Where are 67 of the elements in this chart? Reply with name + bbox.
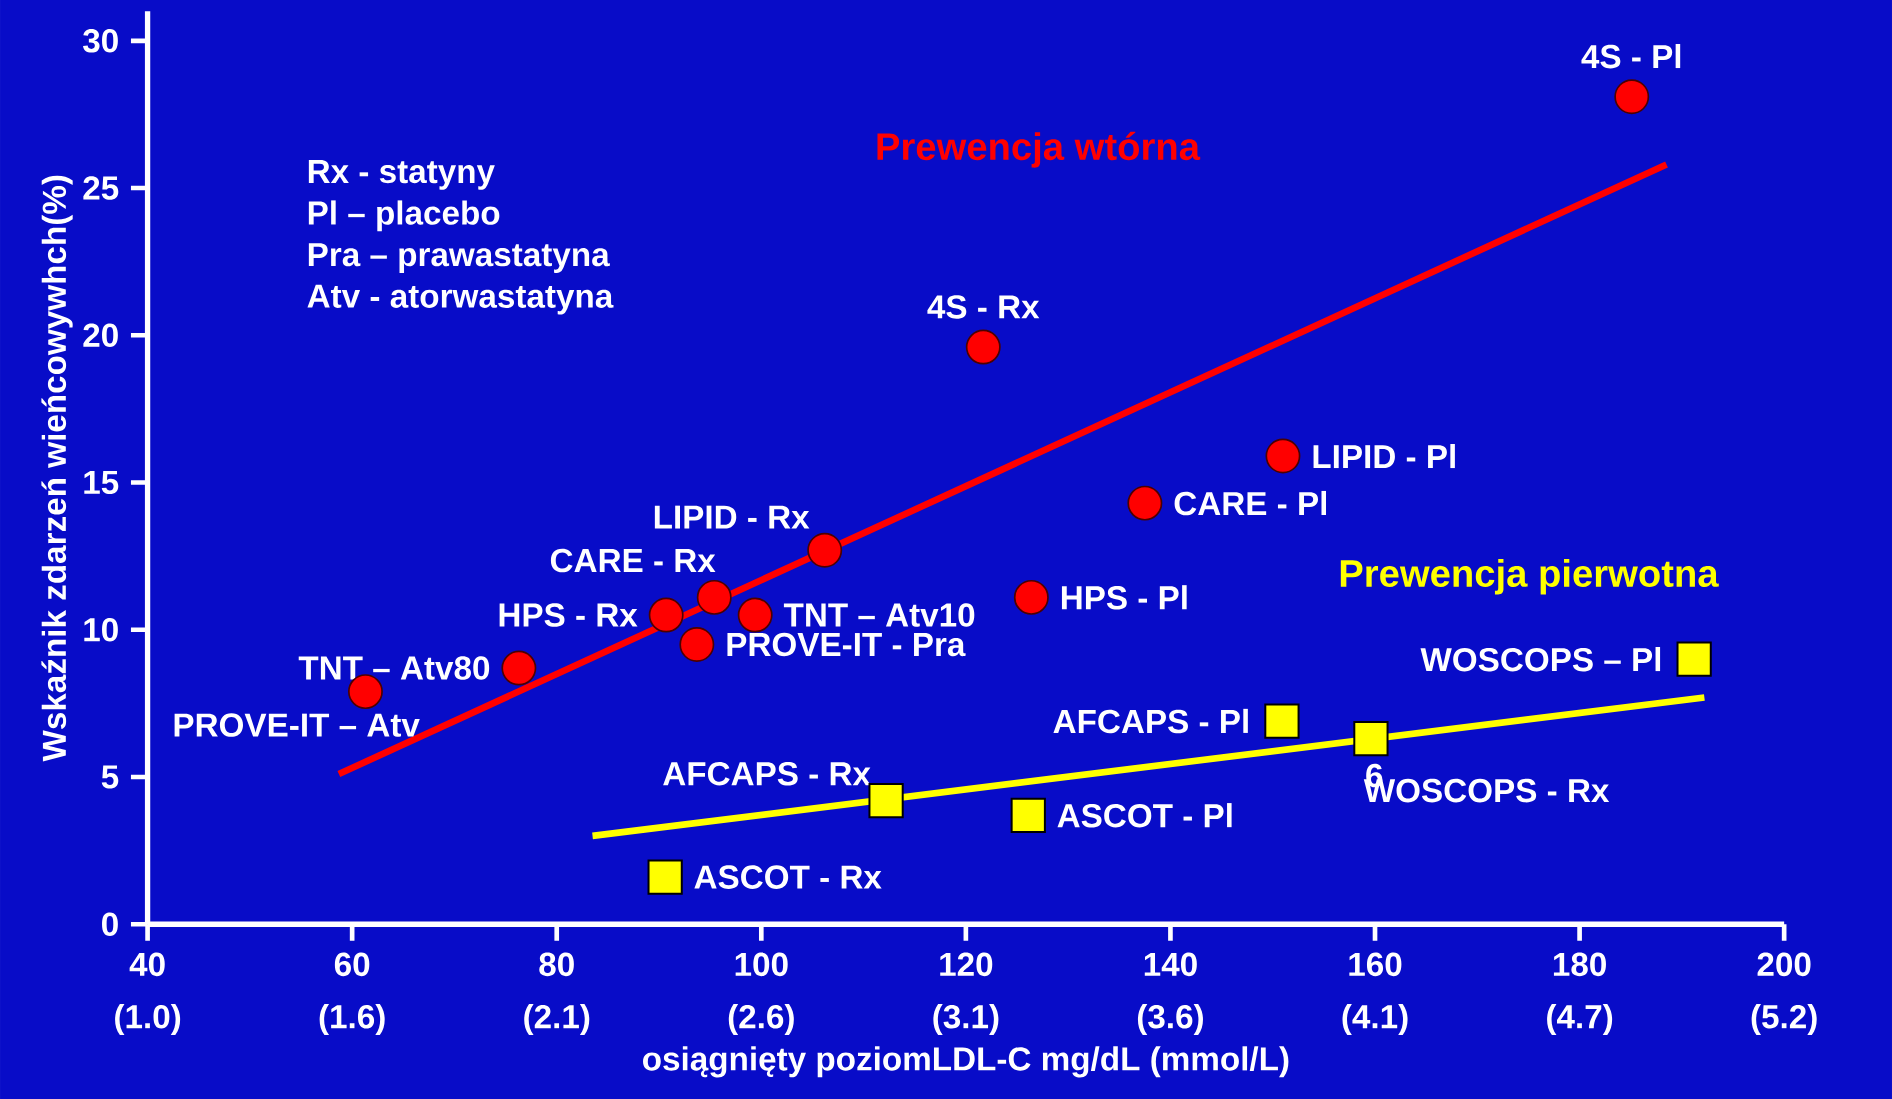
x-tick-label: 120 [940, 952, 993, 977]
point [1614, 79, 1650, 115]
x-tick-label: 100 [735, 952, 788, 977]
annotation: LIPID - Pl [1313, 443, 1455, 468]
y-tick-label: 20 [83, 323, 118, 347]
point [679, 626, 715, 662]
text: Prewencja wtórna [877, 131, 1201, 168]
y-tick-label: 30 [83, 28, 118, 53]
annotation: PROVE-IT - Pra [727, 632, 966, 657]
point [501, 650, 537, 686]
annotation: WOSCOPS – Pl [1420, 646, 1661, 672]
text: (1.6) [319, 1003, 385, 1035]
x-tick-label: 40 [129, 952, 165, 977]
text: (3.6) [1137, 1003, 1203, 1035]
text: (1.0) [115, 1003, 181, 1035]
y-tick-label: 15 [84, 470, 119, 494]
point [965, 329, 1001, 365]
point [1264, 703, 1300, 739]
annotation: Rx - statyny [308, 159, 495, 190]
point [868, 782, 904, 819]
point [696, 579, 732, 615]
annotation: ASCOT - Pl [1057, 802, 1232, 828]
annotation: 4S - Rx [927, 295, 1040, 319]
point [1013, 579, 1049, 615]
point [1353, 720, 1389, 757]
annotation: TNT – Atv10 [783, 603, 975, 627]
point [1010, 797, 1046, 833]
annotation: ASCOT - Rx [694, 865, 882, 889]
y-axis-title: Wskaźnik zdarzeń wieńcowywhch(%) [41, 175, 73, 762]
annotation: Atv - atorwastatyna [307, 284, 614, 315]
x-tick-label: 60 [334, 952, 370, 977]
annotation: HPS - Rx [499, 603, 638, 627]
annotation: LIPID - Rx [654, 505, 810, 529]
x-tick-label: 160 [1349, 952, 1402, 977]
y-tick-label: 0 [102, 912, 118, 936]
annotation: CARE - Pl [1174, 490, 1327, 516]
point [647, 859, 683, 895]
text: (2.6) [728, 1003, 794, 1035]
x-tick-label: 80 [539, 952, 574, 977]
text: (3.1) [933, 1003, 999, 1035]
text: (5.2) [1751, 1003, 1817, 1035]
y-tick-label: 10 [84, 617, 118, 642]
point [737, 597, 773, 633]
annotation: Pra – prawastatyna [308, 243, 610, 273]
annotation: CARE - Rx [550, 548, 716, 573]
text: (4.7) [1547, 1003, 1613, 1035]
text: (2.1) [524, 1003, 590, 1035]
annotation: AFCAPS - Rx [663, 761, 871, 786]
x-tick-label: 180 [1553, 952, 1606, 977]
point [807, 532, 843, 568]
annotation: PROVE-IT – Atv [174, 713, 420, 737]
point [648, 597, 684, 633]
y-tick-label: 25 [83, 176, 119, 200]
point [1676, 641, 1712, 677]
text: Prewencja pierwotna [1340, 558, 1719, 595]
x-tick-label: 140 [1144, 952, 1197, 977]
point [1127, 485, 1163, 521]
annotation: Pl – placebo [308, 200, 500, 232]
x-axis-title: osiągnięty poziomLDL-C mg/dL (mmol/L) [643, 1046, 1289, 1078]
point [1265, 438, 1301, 474]
annotation: HPS - Pl [1061, 585, 1187, 610]
text: (4.1) [1342, 1003, 1408, 1035]
x-tick-label: 200 [1757, 952, 1811, 977]
y-tick-label: 5 [101, 765, 119, 789]
annotation: AFCAPS - Pl [1053, 708, 1248, 734]
annotation: 4S - Pl [1581, 43, 1681, 69]
annotation: TNT – Atv80 [298, 656, 490, 680]
